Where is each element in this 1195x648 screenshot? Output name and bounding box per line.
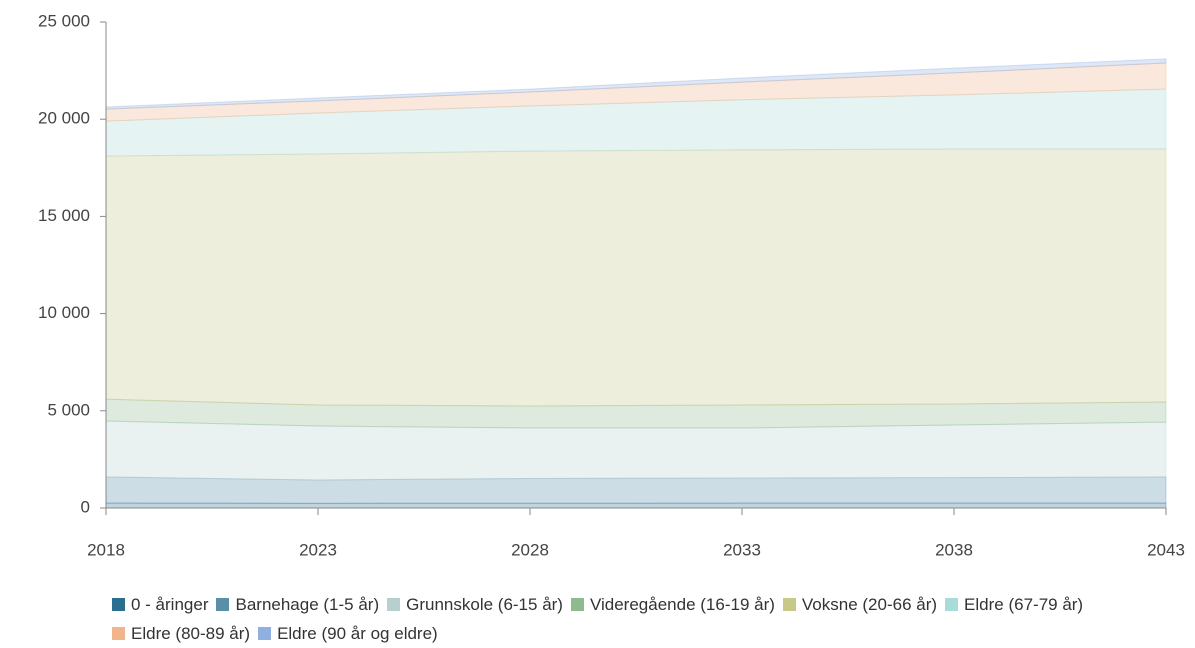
legend-label: Eldre (80-89 år) <box>131 624 251 643</box>
x-tick-label: 2028 <box>511 540 549 559</box>
legend: 0 - åringer Barnehage (1-5 år) Grunnskole … <box>112 590 1102 648</box>
x-tick-label: 2043 <box>1147 540 1185 559</box>
legend-swatch <box>216 598 230 611</box>
legend-item[interactable]: Videregående (16-19 år) <box>570 590 775 619</box>
legend-item[interactable]: Eldre (90 år og eldre) <box>258 619 438 648</box>
legend-label: Videregående (16-19 år) <box>589 595 775 614</box>
legend-label: Barnehage (1-5 år) <box>235 595 380 614</box>
area <box>105 476 1167 504</box>
legend-swatch <box>387 598 401 611</box>
area <box>105 58 1167 110</box>
y-tick-label: 25 000 <box>38 11 90 30</box>
area <box>105 398 1167 429</box>
legend-label: Voksne (20-66 år) <box>801 595 938 614</box>
x-tick-label: 2018 <box>87 540 125 559</box>
chart: 0 5 000 10 000 15 000 20 000 25 000 2018 2023 20… <box>38 11 1185 559</box>
y-tick-label: 20 000 <box>38 109 90 128</box>
legend-swatch <box>782 598 796 611</box>
area <box>105 420 1167 481</box>
legend-item[interactable]: Grunnskole (6-15 år) <box>387 590 563 619</box>
legend-item[interactable]: Eldre (80-89 år) <box>112 619 250 648</box>
legend-label: Grunnskole (6-15 år) <box>406 595 563 614</box>
legend-item[interactable]: Barnehage (1-5 år) <box>216 590 379 619</box>
legend-label: 0 - åringer <box>131 595 209 614</box>
y-tick-label: 5 000 <box>47 400 90 419</box>
x-tick-label: 2038 <box>935 540 973 559</box>
legend-swatch <box>570 598 584 611</box>
area <box>105 88 1167 157</box>
area <box>105 502 1167 509</box>
legend-swatch <box>112 598 125 611</box>
legend-swatch <box>112 627 125 640</box>
y-tick-label: 10 000 <box>38 303 90 322</box>
legend-swatch <box>945 598 959 611</box>
x-tick-label: 2023 <box>299 540 337 559</box>
legend-label: Eldre (90 år og eldre) <box>277 624 438 643</box>
y-tick-label: 15 000 <box>38 206 90 225</box>
legend-item[interactable]: Voksne (20-66 år) <box>782 590 938 619</box>
y-tick-label: 0 <box>81 497 90 516</box>
area <box>105 148 1167 407</box>
legend-item[interactable]: 0 - åringer <box>112 590 208 619</box>
legend-item[interactable]: Eldre (67-79 år) <box>945 590 1083 619</box>
area <box>105 62 1167 122</box>
legend-label: Eldre (67-79 år) <box>964 595 1084 614</box>
x-tick-label: 2033 <box>723 540 761 559</box>
legend-swatch <box>258 627 272 640</box>
